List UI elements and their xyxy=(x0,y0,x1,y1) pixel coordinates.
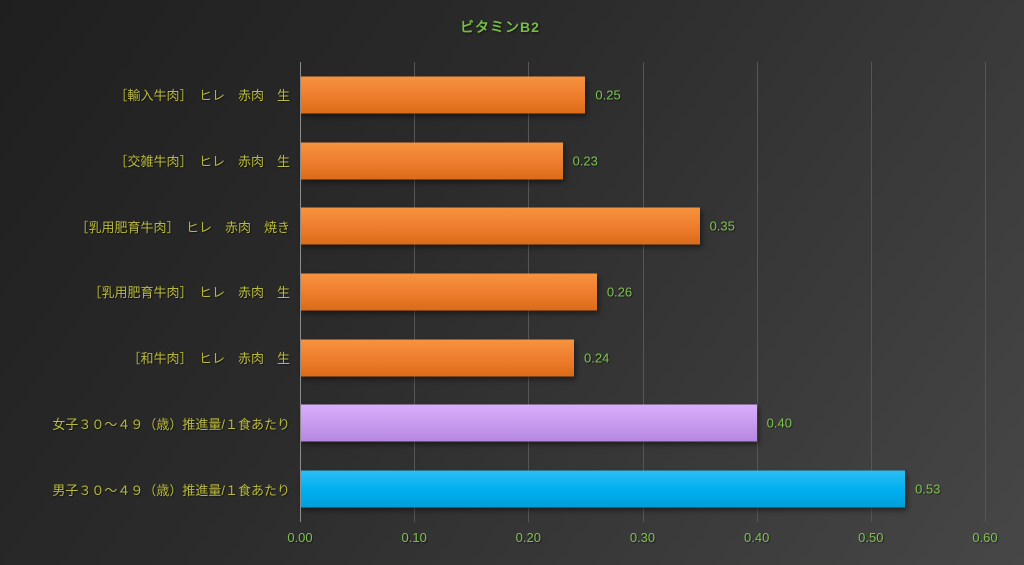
category-axis-labels: ［輸入牛肉］ ヒレ 赤肉 生 ［交雑牛肉］ ヒレ 赤肉 生 ［乳用肥育牛肉］ ヒレ … xyxy=(8,62,290,522)
x-tick-label: 0.10 xyxy=(401,530,427,545)
bar xyxy=(300,404,757,442)
category-label: ［輸入牛肉］ ヒレ 赤肉 生 xyxy=(114,88,290,104)
bar-value-label: 0.25 xyxy=(595,87,621,103)
bar-row: 0.53 xyxy=(300,456,985,522)
category-label: ［乳用肥育牛肉］ ヒレ 赤肉 焼き xyxy=(75,219,290,235)
bar xyxy=(300,207,700,245)
bar-row: 0.24 xyxy=(300,325,985,391)
gridline xyxy=(642,62,644,522)
x-tick-label: 0.40 xyxy=(744,530,770,545)
x-tick-label: 0.60 xyxy=(972,530,998,545)
category-label: ［和牛肉］ ヒレ 赤肉 生 xyxy=(127,351,290,367)
bar-value-label: 0.35 xyxy=(709,218,735,234)
category-label: 女子３０～４９（歳）推進量/１食あたり xyxy=(52,416,290,432)
bar-row: 0.26 xyxy=(300,259,985,325)
x-tick-label: 0.00 xyxy=(287,530,313,545)
plot-area: 0.25 0.23 0.35 0.26 0.24 0.40 0.53 xyxy=(300,62,986,522)
category-label: ［交雑牛肉］ ヒレ 赤肉 生 xyxy=(114,154,290,170)
bar xyxy=(300,273,597,311)
x-axis-tick-labels: 0.00 0.10 0.20 0.30 0.40 0.50 0.60 xyxy=(287,530,997,550)
bar xyxy=(300,339,574,377)
gridline xyxy=(985,62,986,522)
bar-value-label: 0.23 xyxy=(572,153,598,169)
bar xyxy=(300,470,906,508)
bar-row: 0.23 xyxy=(300,128,985,194)
chart-title: ビタミンB2 xyxy=(460,19,540,35)
bar-row: 0.40 xyxy=(300,391,985,457)
category-label: ［乳用肥育牛肉］ ヒレ 赤肉 生 xyxy=(88,285,290,301)
bar-value-label: 0.53 xyxy=(915,481,941,497)
bar-row: 0.25 xyxy=(300,62,985,128)
gridline xyxy=(756,62,758,522)
bar-value-label: 0.40 xyxy=(766,415,792,431)
x-tick-label: 0.20 xyxy=(515,530,541,545)
bar-row: 0.35 xyxy=(300,193,985,259)
bar-value-label: 0.24 xyxy=(584,350,610,366)
x-tick-label: 0.50 xyxy=(858,530,884,545)
x-tick-label: 0.30 xyxy=(629,530,656,545)
y-axis-line xyxy=(300,62,301,522)
bar xyxy=(300,76,586,114)
bar-value-label: 0.26 xyxy=(606,284,633,300)
bar xyxy=(300,142,563,180)
category-label: 男子３０～４９（歳）推進量/１食あたり xyxy=(52,482,290,498)
gridline xyxy=(870,62,872,522)
